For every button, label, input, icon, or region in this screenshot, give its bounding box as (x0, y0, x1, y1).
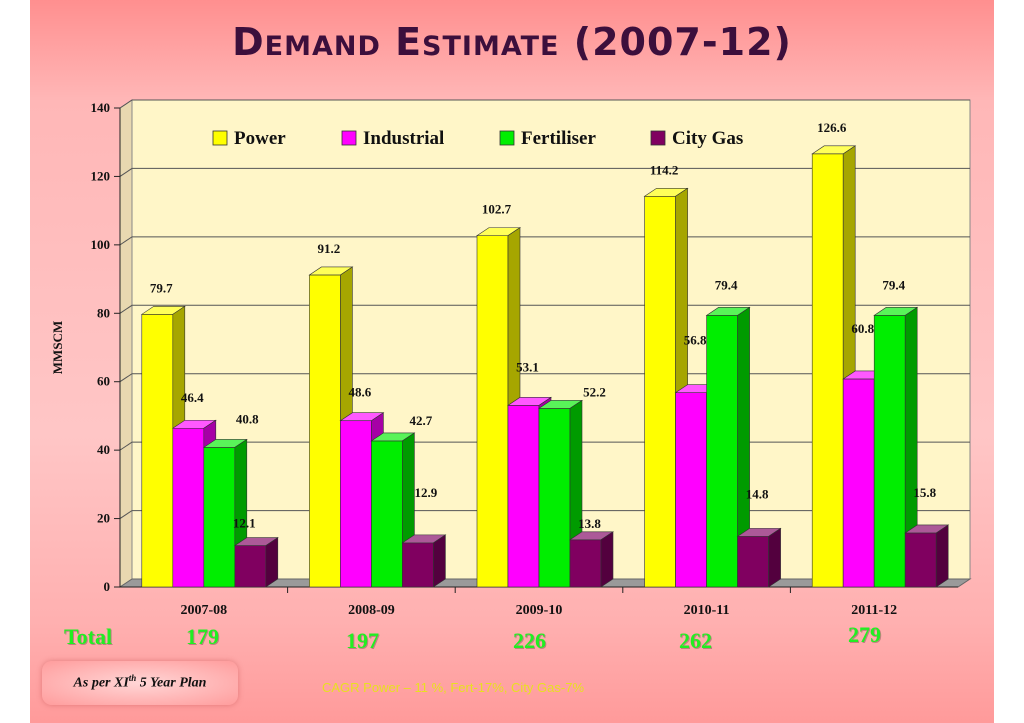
data-label: 52.2 (583, 384, 606, 399)
legend-label: Fertiliser (521, 128, 596, 149)
total-label: Total (64, 624, 113, 649)
bar (569, 531, 614, 588)
legend-label: City Gas (672, 128, 743, 149)
total-value: 279 (848, 622, 881, 647)
data-label: 40.8 (236, 411, 259, 426)
data-label: 12.9 (415, 485, 438, 500)
data-label: 91.2 (318, 241, 341, 256)
gridline (119, 99, 970, 109)
bar-front (569, 539, 602, 588)
legend-swatch (650, 130, 666, 146)
data-label: 60.8 (851, 321, 874, 336)
data-label: 114.2 (650, 162, 679, 177)
legend-label: Industrial (363, 128, 444, 149)
bar-front (644, 195, 676, 588)
bar-front (476, 235, 509, 588)
bar-front (842, 378, 875, 588)
x-tick-label: 2010-11 (684, 603, 730, 618)
plan-note-box: As per XIth 5 Year Plan (42, 661, 238, 705)
total-value: 262 (679, 628, 712, 653)
cagr-note: CAGR Power – 11 %, Fert-17%, City Gas-7% (322, 680, 585, 695)
bar (736, 527, 782, 588)
gridline (119, 167, 970, 177)
bar-front (675, 392, 707, 588)
bar-side (768, 527, 781, 588)
bar-front (234, 545, 267, 588)
bar-front (737, 536, 769, 588)
legend-entry: Fertiliser (499, 128, 596, 149)
page-title: Demand Estimate (2007-12) (232, 20, 792, 64)
x-tick-label: 2008-09 (348, 603, 395, 618)
total-value: 226 (513, 628, 546, 653)
legend-swatch (341, 130, 357, 146)
y-tick-label: 0 (104, 579, 111, 594)
bar-side (433, 534, 446, 588)
legend-swatch (212, 130, 228, 146)
y-tick-label: 120 (91, 168, 111, 183)
x-tick-label: 2011-12 (851, 603, 897, 618)
y-tick-label: 140 (91, 100, 111, 115)
legend-swatch (499, 130, 515, 146)
total-value: 197 (346, 628, 379, 653)
data-label: 56.8 (684, 333, 707, 348)
data-label: 53.1 (516, 359, 539, 374)
bar-side (600, 531, 614, 588)
data-label: 79.4 (882, 277, 905, 292)
legend-label: Power (234, 128, 286, 149)
bar-front (172, 427, 205, 588)
y-tick-label: 40 (97, 442, 110, 457)
data-label: 46.4 (181, 390, 204, 405)
bar-front (811, 153, 844, 588)
bar-side (265, 537, 279, 588)
data-label: 102.7 (482, 202, 512, 217)
bar-front (904, 532, 937, 588)
data-label: 126.6 (817, 120, 847, 135)
data-label: 15.8 (913, 485, 936, 500)
bar-front (309, 274, 341, 588)
data-label: 12.1 (233, 516, 256, 531)
legend-entry: Power (212, 128, 286, 149)
bar (233, 537, 279, 588)
bar (401, 534, 447, 588)
data-label: 13.8 (578, 516, 601, 531)
plan-note: As per XIth 5 Year Plan (73, 673, 207, 691)
bar-front (141, 314, 174, 588)
y-tick-label: 60 (97, 374, 110, 389)
gridline (119, 304, 970, 314)
data-label: 79.4 (715, 277, 738, 292)
plot-side-wall (119, 99, 133, 588)
bar-front (507, 405, 540, 588)
legend-entry: City Gas (650, 128, 743, 149)
bar (904, 524, 950, 588)
y-tick-label: 100 (91, 237, 111, 252)
data-label: 14.8 (746, 486, 769, 501)
bar-front (371, 440, 403, 588)
bar-side (935, 524, 949, 588)
total-value: 179 (186, 624, 219, 649)
bar-front (873, 315, 906, 588)
bar-front (538, 408, 571, 588)
bar-front (340, 420, 372, 588)
data-label: 79.7 (150, 280, 173, 295)
gridline (119, 236, 970, 246)
bar-front (402, 542, 434, 588)
data-label: 42.7 (410, 413, 433, 428)
bar-front (203, 447, 236, 588)
x-tick-label: 2007-08 (180, 603, 227, 618)
x-tick-label: 2009-10 (516, 603, 563, 618)
gridline (119, 373, 970, 383)
bar-front (706, 315, 738, 588)
bar (705, 306, 751, 588)
data-label: 48.6 (349, 385, 372, 400)
y-axis-label: MMSCM (50, 321, 65, 374)
legend-entry: Industrial (341, 128, 444, 149)
y-tick-label: 20 (97, 511, 110, 526)
y-tick-label: 80 (97, 305, 110, 320)
